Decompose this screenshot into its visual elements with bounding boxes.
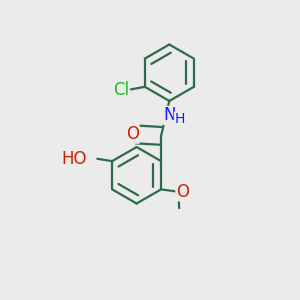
Text: Cl: Cl	[113, 81, 129, 99]
Text: N: N	[164, 106, 176, 124]
Text: O: O	[126, 125, 139, 143]
Text: H: H	[174, 112, 185, 126]
Text: O: O	[176, 183, 189, 201]
Text: HO: HO	[61, 150, 87, 168]
